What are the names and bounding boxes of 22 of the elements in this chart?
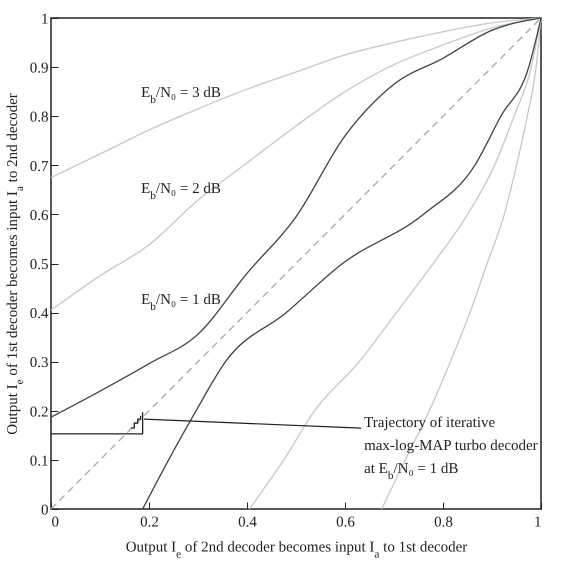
annotation: E$_{b}$/N₀ = 2 dB [141,181,221,202]
y-tick-label: 1 [41,12,48,28]
x-tick-label: 0.8 [434,514,453,530]
y-tick-label: 0.4 [30,306,49,322]
y-tick-label: 0.1 [30,453,48,470]
y-tick-label: 0 [41,502,48,518]
y-tick-label: 0.2 [30,404,48,420]
x-tick-label: 1 [534,514,542,530]
x-tick-label: 0 [52,514,59,530]
y-tick-label: 0.8 [30,110,48,126]
x-tick-label: 0.6 [336,514,356,530]
y-tick-label: 0.6 [30,208,49,224]
y-tick-label: 0.7 [30,158,49,175]
annotation: E$_{b}$/N₀ = 3 dB [141,85,221,106]
x-axis-title: Output I$_{e}$ of 2nd decoder becomes input I$_{a}$ to 1st decoder [126,540,468,560]
x-tick-label: 0.2 [140,514,159,530]
y-tick-label: 0.5 [30,257,48,273]
y-tick-label: 0.3 [30,355,48,372]
annotation: Trajectory of iterative max-log-MAP turbo decoder at E$_{b}$/N₀ = 1 dB [364,415,538,482]
y-tick-label: 0.9 [30,60,48,77]
annotation: E$_{b}$/N₀ = 1 dB [141,292,221,313]
x-tick-label: 0.4 [238,514,258,530]
